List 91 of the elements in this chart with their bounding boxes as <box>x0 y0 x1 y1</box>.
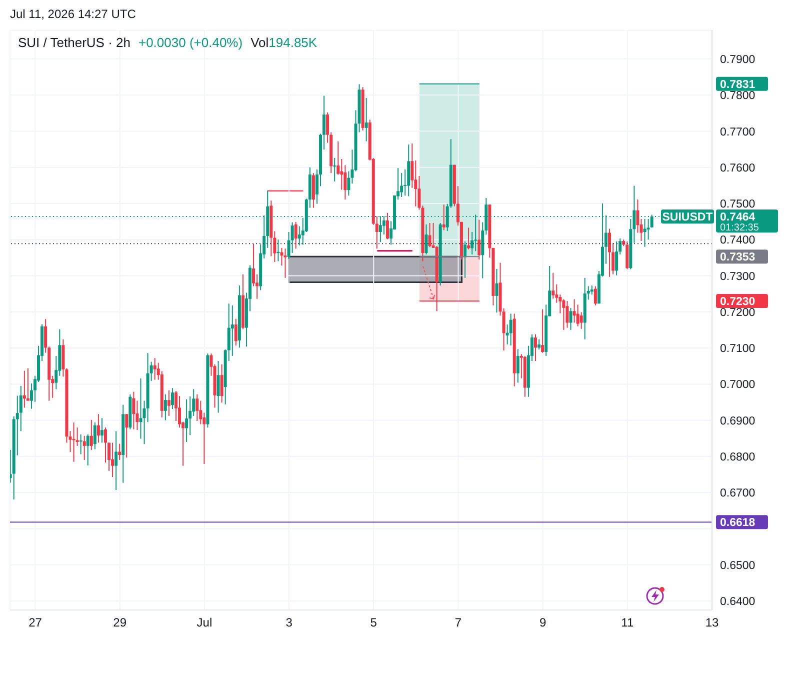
candlestick <box>196 394 199 422</box>
candlestick <box>118 443 122 461</box>
y-tick-label: 0.7100 <box>720 343 756 356</box>
text: 0.7353 <box>720 252 756 264</box>
candlestick <box>90 419 93 450</box>
candlestick <box>572 298 576 324</box>
candlestick <box>643 218 646 248</box>
candlestick <box>294 221 298 250</box>
candlestick <box>153 358 156 380</box>
annotation: Vol <box>250 35 269 50</box>
candlestick <box>125 414 128 458</box>
candlestick <box>386 212 389 240</box>
x-tick-label: 29 <box>113 616 127 630</box>
candlestick <box>111 442 114 478</box>
candlestick <box>467 227 470 250</box>
candlestick <box>276 239 280 262</box>
candlestick <box>114 430 118 491</box>
candlestick <box>280 247 284 266</box>
candlestick <box>364 97 368 142</box>
x-tick-label: 9 <box>539 616 546 630</box>
candlestick <box>442 204 446 231</box>
candlestick <box>216 360 220 414</box>
x-tick-label: 11 <box>621 616 634 630</box>
candlestick <box>580 312 583 330</box>
x-tick-label: 3 <box>286 616 293 630</box>
candlestick <box>552 272 555 299</box>
candlestick <box>615 240 618 276</box>
candlestick <box>132 391 136 430</box>
candlestick <box>170 388 174 410</box>
candlestick <box>167 390 170 416</box>
candlestick <box>220 364 224 404</box>
ref-line-label: 0.7464 <box>720 211 756 224</box>
annotation: 194.85K <box>268 35 318 50</box>
candlestick <box>22 370 26 408</box>
candlestick <box>569 307 572 330</box>
y-tick-label: 0.7900 <box>720 54 756 66</box>
candlestick <box>478 219 481 260</box>
y-tick-label: 0.7000 <box>720 379 756 392</box>
x-tick-label: Jul <box>196 616 212 630</box>
candlestick <box>104 427 107 464</box>
candlestick <box>464 240 467 278</box>
y-tick-label: 0.7200 <box>720 306 756 319</box>
x-tick-label: 13 <box>705 616 719 630</box>
candlestick <box>566 300 569 328</box>
candlestick <box>509 313 512 346</box>
candlestick <box>96 414 100 444</box>
candlestick <box>428 222 432 248</box>
candlestick <box>333 157 336 182</box>
candlestick <box>82 435 86 461</box>
y-tick-label: 0.6500 <box>720 560 756 572</box>
candlestick <box>562 298 566 330</box>
candlestick <box>594 286 597 306</box>
text: 0.7230 <box>720 296 756 308</box>
text: 01:32:35 <box>720 222 760 234</box>
candlestick <box>72 422 76 462</box>
chart-title: SUI / TetherUS · 2h <box>18 35 130 50</box>
candlestick <box>424 224 428 255</box>
candlestick <box>284 248 287 278</box>
candlestick <box>538 338 541 350</box>
y-tick-label: 0.7800 <box>720 90 756 102</box>
y-tick-label: 0.6900 <box>720 415 756 428</box>
text: Jul 11, 2026 14:27 UTC <box>10 7 136 21</box>
candlestick <box>79 434 82 455</box>
candlestick <box>590 284 594 296</box>
candlestick <box>234 318 238 346</box>
y-tick-label: 0.6400 <box>720 596 756 608</box>
candlestick <box>139 378 142 440</box>
candlestick <box>164 394 167 421</box>
y-tick-label: 0.7700 <box>720 126 756 138</box>
candlestick <box>93 422 96 450</box>
candlestick <box>626 240 629 270</box>
y-tick-label: 0.7300 <box>720 270 756 283</box>
text: 0.7831 <box>720 78 756 91</box>
y-tick-label: 0.6700 <box>720 488 756 500</box>
ref-line-label: 0.6618 <box>720 517 756 530</box>
candlestick <box>608 228 612 278</box>
y-tick-label: 0.7600 <box>720 162 756 174</box>
y-tick-label: 0.7400 <box>720 234 756 247</box>
y-tick-label: 0.7500 <box>720 198 756 211</box>
candlestick <box>534 334 538 362</box>
x-tick-label: 27 <box>28 616 42 630</box>
candlestick <box>495 268 498 314</box>
candlestick <box>516 348 520 384</box>
y-tick-label: 0.6800 <box>720 452 756 464</box>
chart-subtitle: +0.0030 (+0.40%) <box>138 35 243 50</box>
x-tick-label: 5 <box>370 616 378 630</box>
candlestick <box>100 418 104 444</box>
x-tick-label: 7 <box>454 616 462 630</box>
candlestick <box>541 308 544 354</box>
candlestick <box>86 434 90 466</box>
candlestick <box>185 398 188 442</box>
